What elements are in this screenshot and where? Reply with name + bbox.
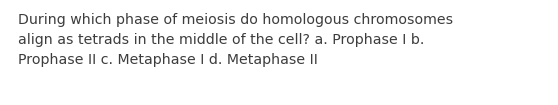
Text: During which phase of meiosis do homologous chromosomes
align as tetrads in the : During which phase of meiosis do homolog… [18, 13, 453, 67]
